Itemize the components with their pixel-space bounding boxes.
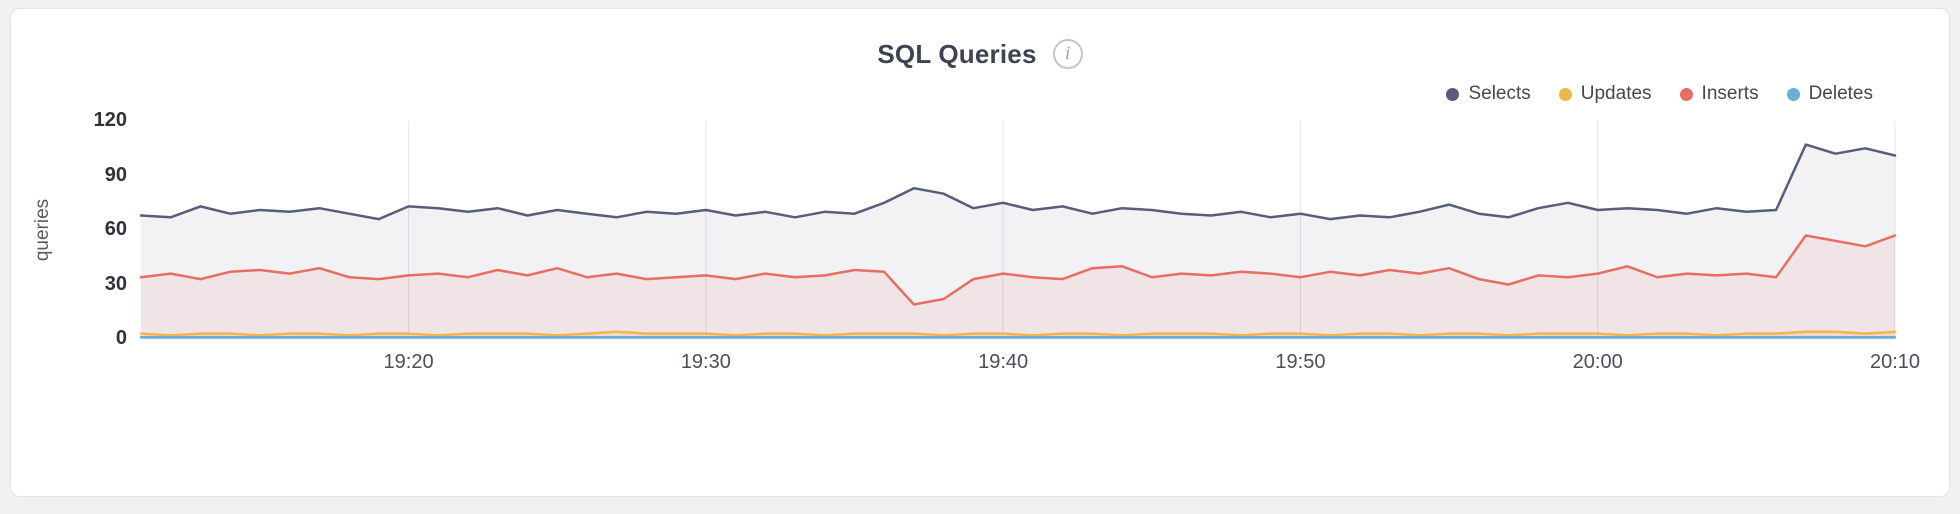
legend-dot-inserts-icon: [1679, 87, 1693, 101]
info-icon[interactable]: i: [1052, 39, 1083, 69]
chart-canvas[interactable]: [23, 113, 1937, 358]
title-row: SQL Queries i: [11, 35, 1949, 73]
legend-dot-selects-icon: [1446, 87, 1460, 101]
legend-item-deletes[interactable]: Deletes: [1786, 83, 1873, 105]
x-tick-1920: 19:20: [383, 351, 434, 373]
chart-area: queries 120 90 60 30 0 19:20 19:30 19:40…: [23, 109, 1937, 408]
chart-legend: Selects Updates Inserts Deletes: [11, 81, 1949, 107]
legend-label-selects: Selects: [1468, 83, 1531, 104]
x-tick-2000: 20:00: [1572, 351, 1623, 373]
y-tick-0: 0: [115, 327, 127, 349]
legend-item-inserts[interactable]: Inserts: [1679, 83, 1759, 105]
page-title: SQL Queries: [877, 38, 1037, 69]
legend-label-updates: Updates: [1580, 83, 1652, 104]
legend-dot-updates-icon: [1558, 87, 1572, 101]
x-tick-1940: 19:40: [978, 351, 1029, 373]
y-tick-90: 90: [104, 163, 127, 186]
y-tick-30: 30: [104, 272, 127, 295]
y-tick-60: 60: [104, 218, 127, 240]
x-tick-2010: 20:10: [1869, 351, 1921, 373]
x-tick-1930: 19:30: [680, 351, 731, 373]
chart-card: SQL Queries i Selects Updates Inserts De…: [10, 8, 1950, 497]
legend-item-selects[interactable]: Selects: [1446, 83, 1531, 105]
y-tick-120: 120: [93, 109, 127, 131]
legend-dot-deletes-icon: [1786, 87, 1800, 101]
legend-label-inserts: Inserts: [1701, 83, 1759, 104]
x-tick-1950: 19:50: [1275, 351, 1326, 373]
legend-label-deletes: Deletes: [1808, 83, 1873, 104]
legend-item-updates[interactable]: Updates: [1558, 83, 1652, 105]
